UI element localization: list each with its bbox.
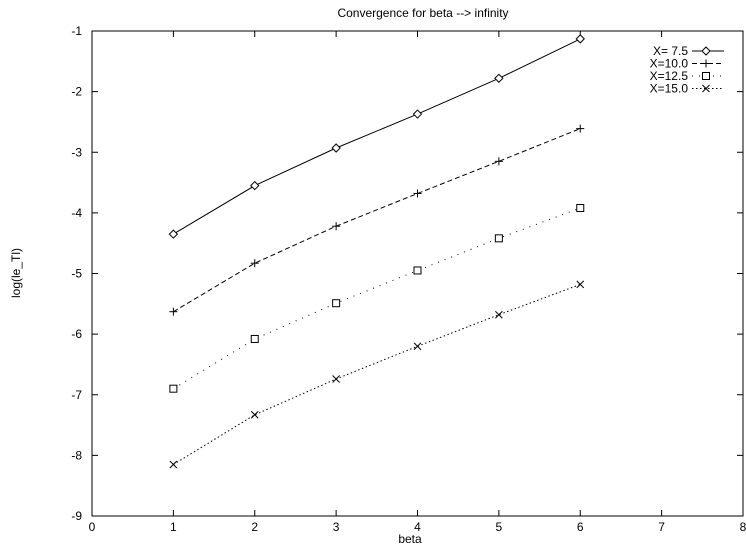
legend-label: X= 7.5 <box>653 44 688 58</box>
data-point-cross <box>332 375 340 383</box>
x-tick-label: 1 <box>170 520 177 534</box>
series-2 <box>169 124 585 316</box>
data-point-diamond <box>168 229 179 239</box>
data-point-diamond <box>412 109 423 119</box>
data-point-square <box>494 234 503 243</box>
series-1 <box>168 34 585 239</box>
y-axis-label: log(le_Tl) <box>9 248 23 298</box>
data-point-diamond <box>331 143 341 153</box>
y-tick-label: -3 <box>71 145 82 159</box>
x-axis: 0 1 2 3 4 5 6 7 8 <box>89 31 746 534</box>
legend-label: X=12.5 <box>650 69 689 83</box>
x-tick-label: 3 <box>333 520 340 534</box>
x-tick-label: 0 <box>89 520 96 534</box>
legend-label: X=15.0 <box>650 82 689 96</box>
data-point-square <box>702 72 710 80</box>
series-line <box>173 38 581 235</box>
data-point-square <box>576 204 585 213</box>
data-point-square <box>169 384 178 393</box>
series-line <box>173 283 581 465</box>
data-point-diamond <box>701 46 711 56</box>
y-tick-label: -4 <box>71 206 82 220</box>
data-point-cross <box>576 280 585 289</box>
x-tick-label: 5 <box>496 520 503 534</box>
y-tick-label: -6 <box>71 327 82 341</box>
data-point-plus <box>413 189 422 198</box>
y-tick-label: -5 <box>71 267 82 281</box>
series-line <box>173 207 581 390</box>
data-point-diamond <box>494 73 504 83</box>
series-layer <box>168 34 585 469</box>
y-tick-label: -7 <box>71 388 82 402</box>
data-point-square <box>250 334 259 343</box>
data-point-cross <box>702 84 710 93</box>
legend-label: X=10.0 <box>650 57 689 71</box>
chart-title: Convergence for beta --> infinity <box>337 6 508 20</box>
y-tick-label: -2 <box>71 85 82 99</box>
y-axis: -9 -8 -7 -6 -5 -4 -3 -2 -1 <box>71 24 743 523</box>
y-tick-label: -1 <box>71 24 82 38</box>
y-tick-label: -8 <box>71 448 82 462</box>
x-tick-label: 4 <box>414 520 421 534</box>
data-point-plus <box>169 307 178 316</box>
legend: X= 7.5X=10.0X=12.5X=15.0 <box>650 44 724 96</box>
data-point-plus <box>494 157 503 166</box>
x-axis-label: beta <box>398 532 422 546</box>
data-point-square <box>413 266 422 275</box>
y-tick-label: -9 <box>71 509 82 523</box>
data-point-square <box>332 299 341 308</box>
data-point-diamond <box>575 34 585 44</box>
series-4 <box>169 280 585 469</box>
x-tick-label: 7 <box>658 520 665 534</box>
data-point-plus <box>576 124 585 133</box>
x-tick-label: 6 <box>577 520 584 534</box>
data-point-diamond <box>250 180 260 191</box>
x-tick-label: 8 <box>740 520 746 534</box>
data-point-cross <box>250 410 259 419</box>
data-point-cross <box>413 342 422 351</box>
x-tick-label: 2 <box>251 520 258 534</box>
data-point-plus <box>332 222 341 231</box>
data-point-plus <box>702 59 710 68</box>
series-3 <box>169 204 585 393</box>
data-point-plus <box>250 259 259 268</box>
series-line <box>173 128 581 313</box>
data-point-cross <box>495 310 503 319</box>
data-point-cross <box>169 460 178 469</box>
